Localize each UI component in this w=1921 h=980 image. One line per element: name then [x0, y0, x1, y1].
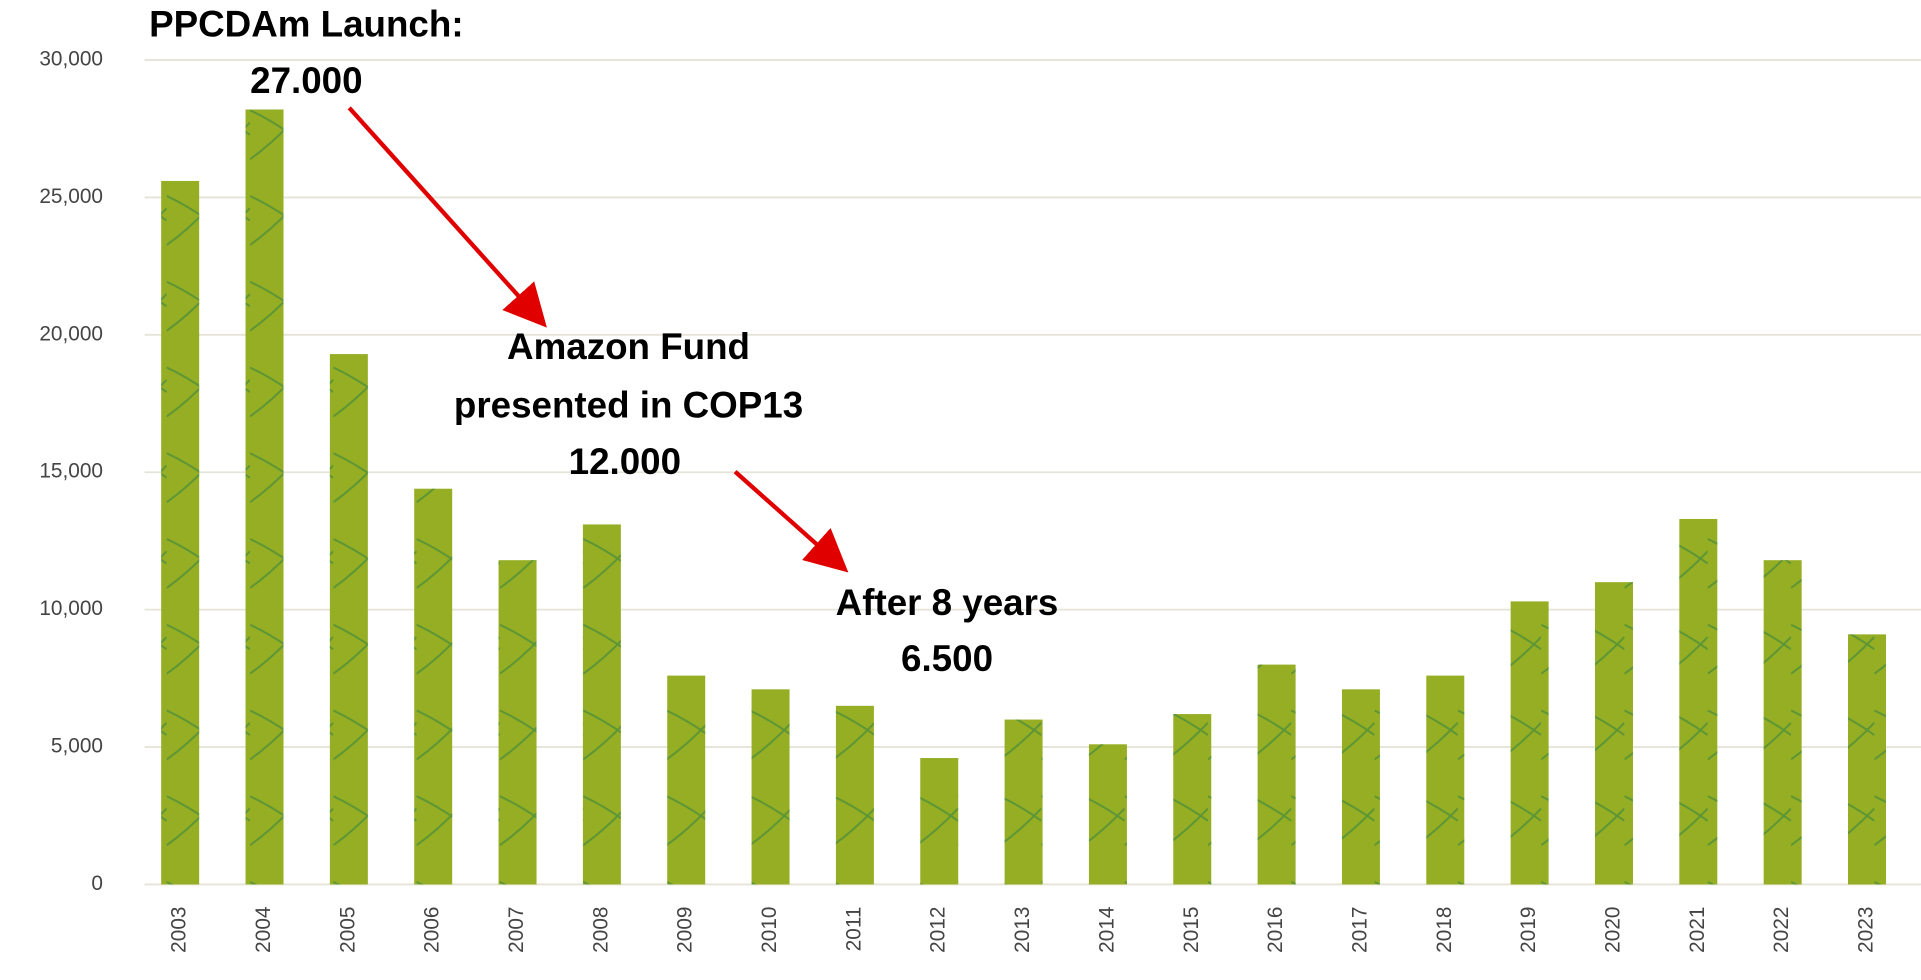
annotation: Amazon Fund	[507, 326, 750, 367]
x-tick-label: 2003	[168, 907, 191, 953]
annotation: 12.000	[569, 441, 681, 482]
bar	[1088, 744, 1127, 885]
x-tick-label: 2009	[674, 907, 697, 953]
x-tick-label: 2020	[1601, 907, 1624, 953]
y-tick-label: 0	[91, 872, 103, 895]
bar	[1426, 675, 1465, 885]
bar	[667, 675, 706, 885]
y-tick-label: 25,000	[39, 185, 103, 208]
annotation: 27.000	[250, 60, 362, 101]
bar	[1679, 518, 1718, 885]
bar	[751, 689, 790, 885]
x-tick-label: 2011	[842, 907, 865, 952]
arrow	[733, 470, 849, 573]
bar	[1510, 601, 1549, 885]
bar	[329, 354, 368, 885]
annotation: After 8 years	[836, 582, 1059, 623]
x-tick-label: 2014	[1095, 907, 1118, 953]
bar	[835, 705, 874, 885]
x-tick-label: 2007	[505, 907, 528, 953]
bar	[498, 560, 537, 885]
x-tick-label: 2017	[1348, 907, 1371, 953]
bar	[414, 488, 453, 885]
bar	[245, 109, 284, 885]
annotation: 6.500	[901, 638, 993, 679]
arrow	[347, 106, 547, 328]
x-tick-label: 2008	[589, 907, 612, 953]
bar	[1594, 582, 1633, 885]
bar	[1004, 719, 1043, 885]
bars	[161, 109, 1886, 885]
bar	[1848, 634, 1886, 885]
x-tick-label: 2004	[252, 907, 275, 953]
x-tick-label: 2012	[927, 907, 950, 953]
y-tick-label: 20,000	[39, 322, 103, 345]
annotation: PPCDAm Launch:	[149, 4, 463, 45]
x-tick-label: 2022	[1770, 907, 1793, 953]
bar	[1763, 560, 1802, 885]
bar	[1341, 689, 1380, 885]
bar	[920, 758, 959, 885]
y-tick-label: 30,000	[39, 48, 103, 71]
x-tick-label: 2021	[1686, 907, 1709, 953]
x-tick-label: 2018	[1433, 907, 1456, 953]
bar	[1173, 714, 1212, 885]
x-tick-label: 2023	[1855, 907, 1878, 953]
x-tick-label: 2010	[758, 906, 781, 952]
x-tick-label: 2015	[1180, 907, 1203, 953]
y-tick-label: 10,000	[39, 597, 103, 620]
x-tick-label: 2013	[1011, 907, 1034, 953]
x-tick-label: 2005	[336, 907, 359, 953]
x-tick-label: 2016	[1264, 907, 1287, 953]
y-tick-label: 5,000	[51, 735, 103, 758]
y-tick-label: 15,000	[39, 460, 103, 483]
bar	[1257, 664, 1296, 885]
annotation: presented in COP13	[454, 385, 803, 426]
x-tick-label: 2019	[1517, 907, 1540, 953]
bar	[161, 180, 200, 885]
x-tick-label: 2006	[421, 907, 444, 953]
bar	[582, 524, 621, 885]
